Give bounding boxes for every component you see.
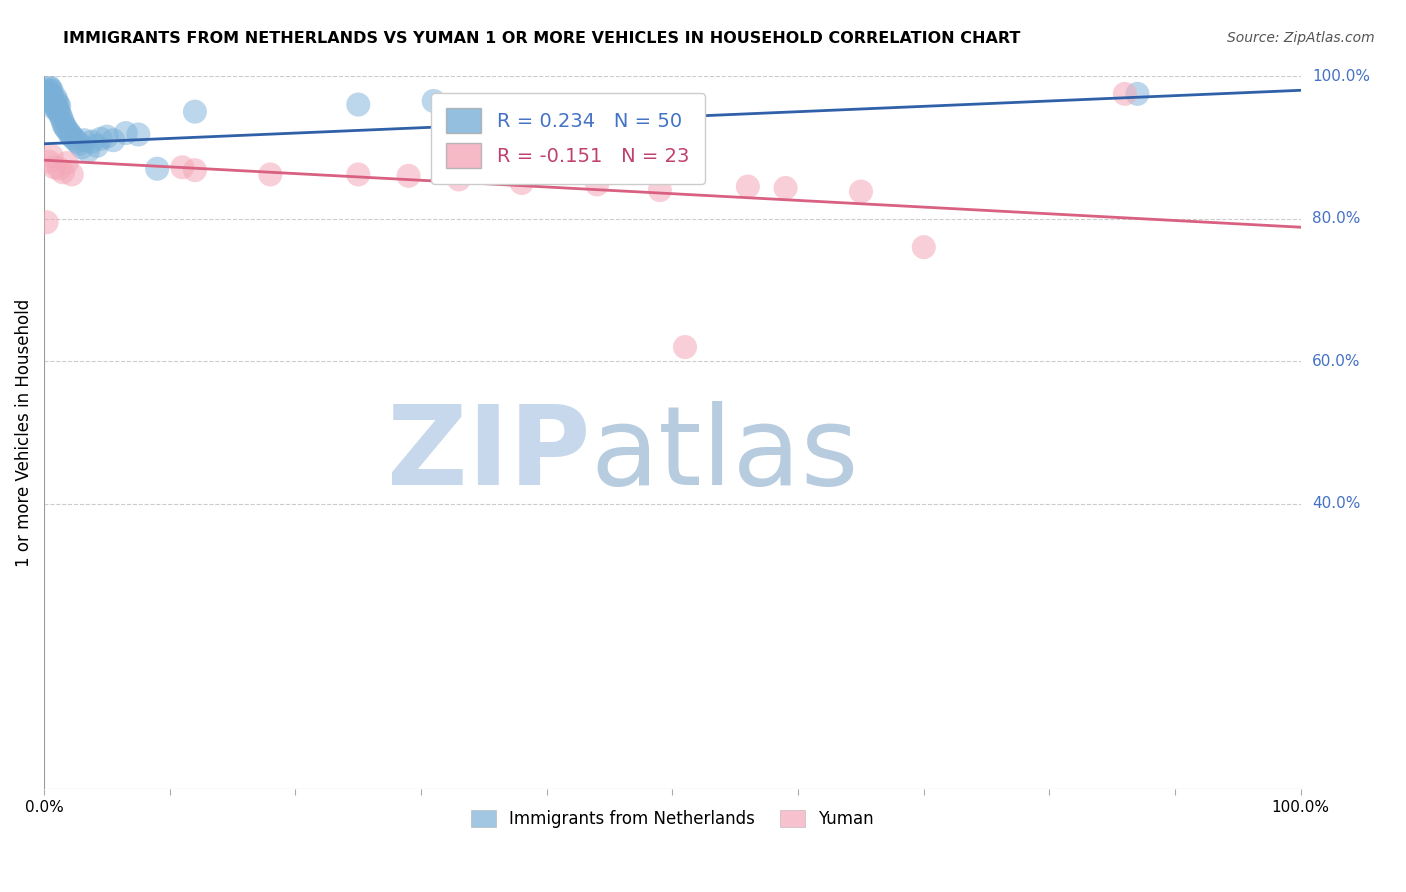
Point [44, 99, 66, 113]
Point [67, 136, 90, 151]
Text: ZIP: ZIP [388, 401, 591, 508]
Point [447, 172, 470, 186]
Point [42, 92, 65, 106]
Point [48, 106, 70, 120]
Point [55, 120, 77, 135]
Point [114, 126, 136, 140]
Point [398, 169, 420, 183]
Point [1114, 87, 1136, 101]
Point [86, 139, 108, 153]
Point [44, 101, 66, 115]
Point [586, 178, 609, 192]
Point [38, 85, 60, 99]
Point [44, 161, 66, 175]
Point [53, 119, 76, 133]
Point [63, 132, 86, 146]
Point [146, 161, 169, 176]
Point [35, 90, 58, 104]
Point [347, 97, 370, 112]
Point [37, 87, 59, 101]
Point [38, 154, 60, 169]
Point [422, 94, 444, 108]
Point [96, 129, 118, 144]
Point [259, 168, 281, 182]
Text: 100.0%: 100.0% [1312, 69, 1369, 84]
Point [347, 168, 370, 182]
Point [1126, 87, 1149, 101]
Point [39, 87, 62, 101]
Point [73, 133, 96, 147]
Point [46, 103, 69, 118]
Legend: Immigrants from Netherlands, Yuman: Immigrants from Netherlands, Yuman [464, 803, 880, 834]
Point [912, 240, 935, 254]
Point [90, 132, 112, 146]
Point [737, 179, 759, 194]
Text: atlas: atlas [591, 401, 859, 508]
Point [35, 215, 58, 229]
Point [58, 126, 80, 140]
Y-axis label: 1 or more Vehicles in Household: 1 or more Vehicles in Household [15, 299, 32, 566]
Point [103, 133, 125, 147]
Point [45, 101, 67, 115]
Text: 40.0%: 40.0% [1312, 497, 1360, 511]
Point [41, 149, 63, 163]
Point [60, 129, 83, 144]
Point [849, 185, 872, 199]
Point [48, 161, 70, 176]
Point [510, 176, 533, 190]
Point [648, 183, 671, 197]
Text: 60.0%: 60.0% [1312, 354, 1361, 368]
Text: IMMIGRANTS FROM NETHERLANDS VS YUMAN 1 OR MORE VEHICLES IN HOUSEHOLD CORRELATION: IMMIGRANTS FROM NETHERLANDS VS YUMAN 1 O… [63, 31, 1021, 46]
Point [39, 92, 62, 106]
Point [41, 83, 63, 97]
Text: Source: ZipAtlas.com: Source: ZipAtlas.com [1227, 31, 1375, 45]
Point [38, 79, 60, 94]
Point [77, 144, 100, 158]
Point [775, 181, 797, 195]
Point [49, 108, 72, 122]
Point [673, 340, 696, 354]
Point [37, 83, 59, 97]
Point [46, 97, 69, 112]
Point [52, 165, 75, 179]
Point [44, 96, 66, 111]
Point [41, 89, 63, 103]
Point [52, 115, 75, 129]
Point [70, 140, 93, 154]
Text: 80.0%: 80.0% [1312, 211, 1360, 227]
Point [42, 97, 65, 112]
Point [184, 104, 207, 119]
Point [48, 99, 70, 113]
Point [66, 135, 89, 149]
Point [55, 156, 77, 170]
Point [44, 90, 66, 104]
Point [60, 168, 83, 182]
Point [45, 94, 67, 108]
Point [51, 112, 73, 126]
Point [39, 82, 62, 96]
Point [184, 163, 207, 178]
Point [55, 122, 77, 136]
Point [41, 94, 63, 108]
Point [59, 128, 82, 142]
Point [127, 128, 149, 142]
Point [172, 161, 194, 175]
Point [80, 135, 103, 149]
